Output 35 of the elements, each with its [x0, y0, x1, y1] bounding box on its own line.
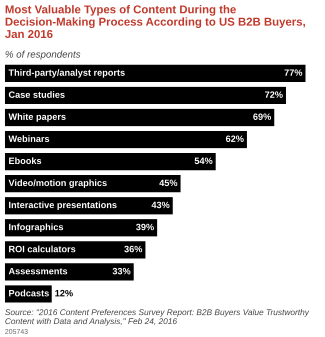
y-tick-label: White papers	[8, 113, 66, 122]
bar	[4, 197, 173, 214]
data-label: 77%	[284, 69, 302, 76]
data-label: 54%	[194, 158, 212, 164]
y-tick-label: Podcasts	[9, 290, 49, 296]
chart-subtitle: % of respondents	[6, 50, 80, 60]
data-label: 39%	[136, 224, 154, 230]
bar	[4, 130, 247, 148]
bar	[4, 241, 146, 258]
bar	[4, 175, 181, 192]
y-tick-label: Ebooks	[9, 157, 42, 164]
source-note: Source: "2016 Content Preferences Survey Report: B2B Buyers Value Trustworthy Content with Data and Analysis," Feb 24, 2016	[5, 309, 310, 326]
bar	[4, 108, 274, 126]
data-label: 69%	[253, 113, 272, 120]
bar	[4, 219, 158, 236]
y-tick-label: Infographics	[9, 223, 64, 232]
y-tick-label: Video/motion graphics	[8, 179, 107, 188]
y-tick-label: Webinars	[8, 135, 50, 142]
data-label: 12%	[55, 290, 73, 296]
y-tick-label: Interactive presentations	[9, 201, 117, 210]
data-label: 43%	[152, 202, 170, 208]
bar	[4, 86, 286, 104]
y-tick-label: ROI calculators	[9, 246, 76, 252]
chart-title: Most Valuable Types of Content During the Decision-Making Process According to US B2B Buyers, Jan 2016	[5, 5, 305, 38]
y-tick-label: Assessments	[8, 268, 68, 274]
data-label: 36%	[124, 246, 142, 252]
y-tick-label: Case studies	[8, 91, 65, 98]
data-label: 72%	[265, 91, 283, 98]
bar	[4, 263, 134, 280]
data-label: 62%	[226, 136, 244, 142]
data-label: 33%	[112, 268, 130, 274]
bar	[4, 64, 306, 82]
data-label: 45%	[159, 180, 178, 186]
y-tick-label: Third-party/analyst reports	[8, 69, 125, 78]
bar	[4, 153, 216, 170]
